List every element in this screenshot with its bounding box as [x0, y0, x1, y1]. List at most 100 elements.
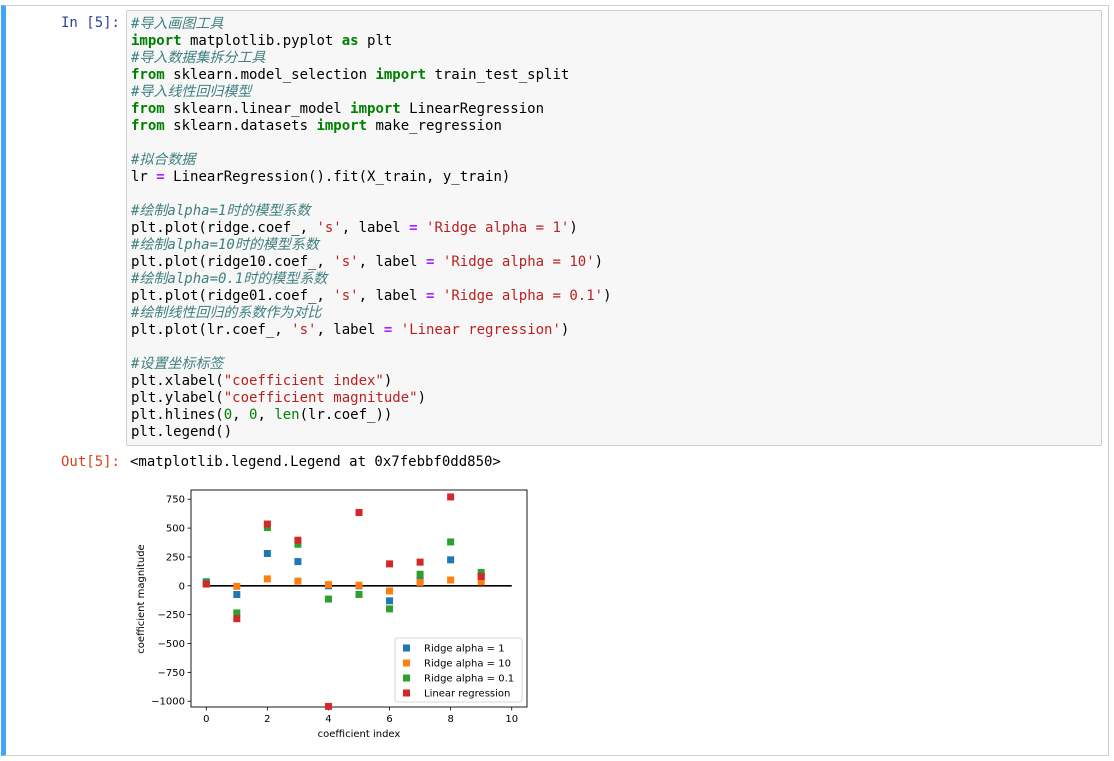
y-tick-label: 500: [166, 524, 185, 535]
output-prompt: Out[5]:: [60, 454, 120, 470]
code-token: 'Ridge alpha = 1': [426, 220, 570, 236]
data-point: [447, 556, 455, 564]
code-token: plt.plot(ridge10.coef_,: [131, 254, 334, 270]
code-token: sklearn.datasets: [164, 118, 317, 134]
x-tick-label: 2: [264, 714, 270, 725]
y-axis-label: coefficient magnitude: [136, 544, 147, 653]
code-token: , label: [341, 220, 410, 236]
y-tick-label: −250: [158, 610, 185, 621]
code-token: from: [131, 67, 165, 83]
code-line: plt.xlabel("coefficient index"): [131, 373, 612, 390]
code-token: ): [560, 322, 570, 338]
code-line: #绘制alpha=0.1时的模型系数: [131, 271, 612, 288]
code-input-area[interactable]: #导入画图工具 import matplotlib.pyplot as plt #导…: [126, 10, 1102, 446]
code-token: ): [594, 254, 604, 270]
x-axis-label: coefficient index: [318, 729, 401, 740]
code-token: [392, 322, 400, 338]
data-point: [263, 520, 271, 528]
code-token: as: [341, 33, 359, 49]
output-text: <matplotlib.legend.Legend at 0x7febbf0dd…: [130, 454, 501, 470]
code-token: "coefficient magnitude": [223, 390, 418, 406]
code-token: [434, 288, 442, 304]
x-tick-label: 4: [325, 714, 331, 725]
legend-label: Ridge alpha = 1: [424, 644, 505, 655]
code-token: =: [156, 169, 165, 185]
data-point: [294, 577, 302, 585]
data-point: [263, 575, 271, 583]
code-token: 0: [249, 407, 258, 423]
legend-label: Linear regression: [424, 689, 510, 700]
code-token: lr: [131, 169, 157, 185]
code-line: from sklearn.datasets import make_regres…: [131, 118, 612, 135]
y-axis: 750 500 250 0 −250 −500 −750 −1000: [151, 495, 191, 708]
code-line: #导入数据集拆分工具: [131, 50, 612, 67]
data-point: [324, 595, 332, 603]
data-point: [416, 570, 424, 578]
code-token: , label: [358, 254, 427, 270]
data-point: [355, 590, 363, 598]
x-tick-label: 6: [386, 714, 392, 725]
code-token: 0: [223, 407, 233, 423]
y-tick-label: 750: [166, 495, 185, 506]
data-point: [386, 605, 394, 613]
code-line: plt.hlines(0, 0, len(lr.coef_)): [131, 407, 612, 424]
data-markers: [202, 493, 485, 710]
y-tick-label: 0: [179, 581, 185, 592]
legend-marker: [403, 644, 410, 652]
code-line: [131, 135, 612, 152]
data-point: [294, 536, 302, 544]
code-line: plt.ylabel("coefficient magnitude"): [131, 390, 612, 407]
data-point: [386, 597, 394, 605]
data-point: [477, 573, 485, 581]
code-line: plt.plot(ridge01.coef_, 's', label = 'Ri…: [131, 288, 612, 305]
code-token: 'Linear regression': [400, 322, 561, 338]
data-point: [416, 578, 424, 586]
legend-label: Ridge alpha = 10: [424, 659, 511, 670]
data-point: [447, 576, 455, 584]
code-token: ): [383, 373, 393, 389]
code-token: #导入画图工具: [131, 16, 224, 32]
code-line: lr = LinearRegression().fit(X_train, y_t…: [131, 169, 612, 186]
code-token: plt.ylabel(: [131, 390, 224, 406]
code-token: , label: [358, 288, 427, 304]
data-point: [477, 569, 485, 577]
code-token: 'Ridge alpha = 0.1': [442, 288, 604, 304]
legend: Ridge alpha = 1 Ridge alpha = 10 Ridge alp…: [394, 637, 523, 703]
code-token: 's': [316, 220, 342, 236]
x-tick-label: 0: [203, 714, 209, 725]
code-token: plt.plot(lr.coef_,: [131, 322, 292, 338]
code-token: import: [350, 101, 401, 117]
code-token: =: [383, 322, 393, 338]
data-point: [202, 580, 210, 588]
code-token: #绘制alpha=1时的模型系数: [131, 203, 311, 219]
code-token: plt.hlines(: [131, 407, 224, 423]
data-point: [324, 702, 332, 710]
code-editor[interactable]: #导入画图工具 import matplotlib.pyplot as plt #导…: [131, 16, 612, 441]
code-token: import: [316, 118, 368, 134]
code-line: plt.plot(ridge10.coef_, 's', label = 'Ri…: [131, 254, 612, 271]
code-token: sklearn.linear_model: [164, 101, 351, 117]
code-token: LinearRegression: [400, 101, 545, 117]
code-token: plt: [358, 33, 393, 49]
code-token: from: [131, 118, 165, 134]
legend-label: Ridge alpha = 0.1: [424, 674, 514, 685]
x-tick-label: 8: [447, 714, 453, 725]
data-point: [355, 581, 363, 589]
code-token: , label: [316, 322, 384, 338]
code-token: ): [569, 220, 578, 236]
x-tick-label: 10: [505, 714, 518, 725]
code-token: [434, 254, 442, 270]
data-point: [263, 549, 271, 557]
code-token: #绘制alpha=0.1时的模型系数: [131, 271, 328, 287]
code-token: make_regression: [367, 118, 502, 134]
code-token: plt.xlabel(: [131, 373, 224, 389]
data-point: [233, 615, 241, 623]
code-token: matplotlib.pyplot: [181, 33, 342, 49]
input-prompt: In [5]:: [60, 15, 120, 31]
code-token: plt.plot(ridge01.coef_,: [131, 288, 334, 304]
code-line: #绘制alpha=10时的模型系数: [131, 237, 612, 254]
data-point: [355, 509, 363, 517]
matplotlib-figure: 750 500 250 0 −250 −500 −750 −1000 0 2 4 6 8 10 coef…: [130, 480, 550, 742]
data-point: [294, 558, 302, 566]
code-token: #绘制alpha=10时的模型系数: [131, 237, 319, 253]
